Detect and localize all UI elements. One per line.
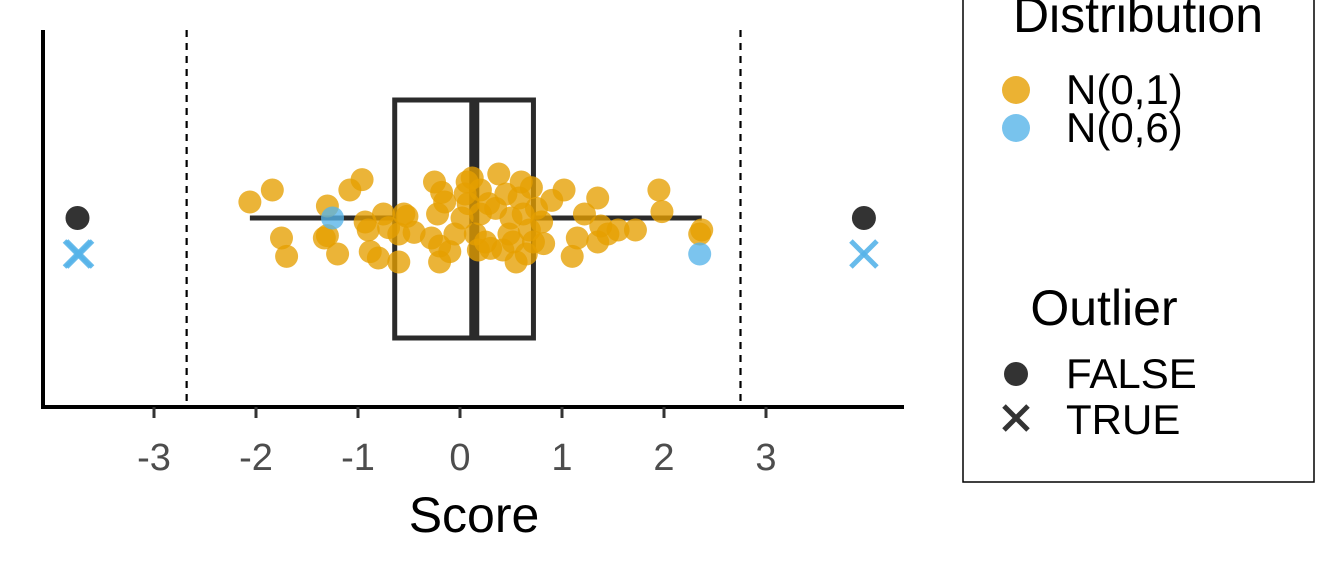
x-axis-ticks: -3 -2 -1 0 1 2 3: [137, 407, 777, 479]
point-n-0-1--43: [487, 162, 511, 186]
x-tick-label-0: -3: [137, 437, 171, 479]
point-n-0-1--59: [532, 232, 556, 256]
point-n-0-1--20: [402, 220, 426, 244]
outlier-false-marker-3: [851, 206, 876, 230]
point-n-0-1--70: [623, 218, 647, 242]
jitter-points: [238, 162, 714, 274]
point-n-0-1--64: [572, 202, 596, 226]
point-n-0-1--2: [270, 226, 293, 250]
x-tick-label-2: -1: [341, 437, 375, 479]
point-n-0-6--0: [321, 206, 344, 230]
point-n-0-1--28: [433, 190, 457, 214]
x-axis-title: Score: [409, 487, 540, 543]
legend-key-false: [1004, 362, 1028, 386]
legend-key-n-0-1-: [1002, 76, 1030, 104]
point-n-0-1--13: [353, 210, 377, 234]
point-n-0-1--9: [350, 168, 374, 192]
outlier-fences: [185, 30, 742, 405]
point-n-0-1--61: [552, 178, 576, 202]
point-n-0-1--69: [606, 218, 630, 242]
point-n-0-1--55: [519, 176, 543, 200]
point-n-0-1--72: [650, 200, 674, 224]
legend-title-1: Outlier: [1030, 280, 1177, 336]
plot-area: -3 -2 -1 0 1 2 3 Score: [41, 30, 904, 543]
point-n-0-1--1: [260, 178, 284, 202]
point-n-0-6--1: [688, 242, 712, 266]
point-n-0-1--65: [586, 186, 610, 210]
legend-title-0: Distribution: [1013, 0, 1263, 43]
point-n-0-1--63: [565, 226, 589, 250]
legend-key-true: [1002, 404, 1030, 432]
point-n-0-1--74: [688, 222, 712, 246]
legend-label-n-0-6-: N(0,6): [1066, 104, 1183, 151]
outlier-true-marker-4: [849, 239, 879, 269]
legend-label-true: TRUE: [1066, 396, 1180, 443]
point-n-0-1--62: [560, 244, 584, 268]
point-n-0-1--71: [647, 178, 671, 202]
point-n-0-1--18: [387, 250, 411, 274]
point-n-0-1--3: [275, 244, 299, 268]
x-tick-label-1: -2: [239, 437, 273, 479]
legend-label-n-0-1-: N(0,1): [1066, 66, 1183, 113]
point-n-0-1--0: [238, 190, 262, 214]
x-tick-label-5: 2: [653, 437, 674, 479]
point-n-0-1--58: [530, 210, 554, 234]
point-n-0-1--27: [438, 240, 462, 264]
x-tick-label-3: 0: [449, 437, 470, 479]
point-n-0-1--12: [366, 246, 390, 270]
outlier-markers: [62, 206, 879, 269]
x-tick-label-4: 1: [551, 437, 572, 479]
outlier-true-marker-2: [64, 239, 95, 269]
point-n-0-1--6: [315, 224, 339, 248]
legend-key-n-0-6-: [1002, 114, 1030, 142]
outlier-false-marker-0: [65, 206, 90, 230]
legend-label-false: FALSE: [1066, 350, 1197, 397]
point-n-0-1--7: [326, 242, 350, 266]
x-tick-label-6: 3: [755, 437, 776, 479]
